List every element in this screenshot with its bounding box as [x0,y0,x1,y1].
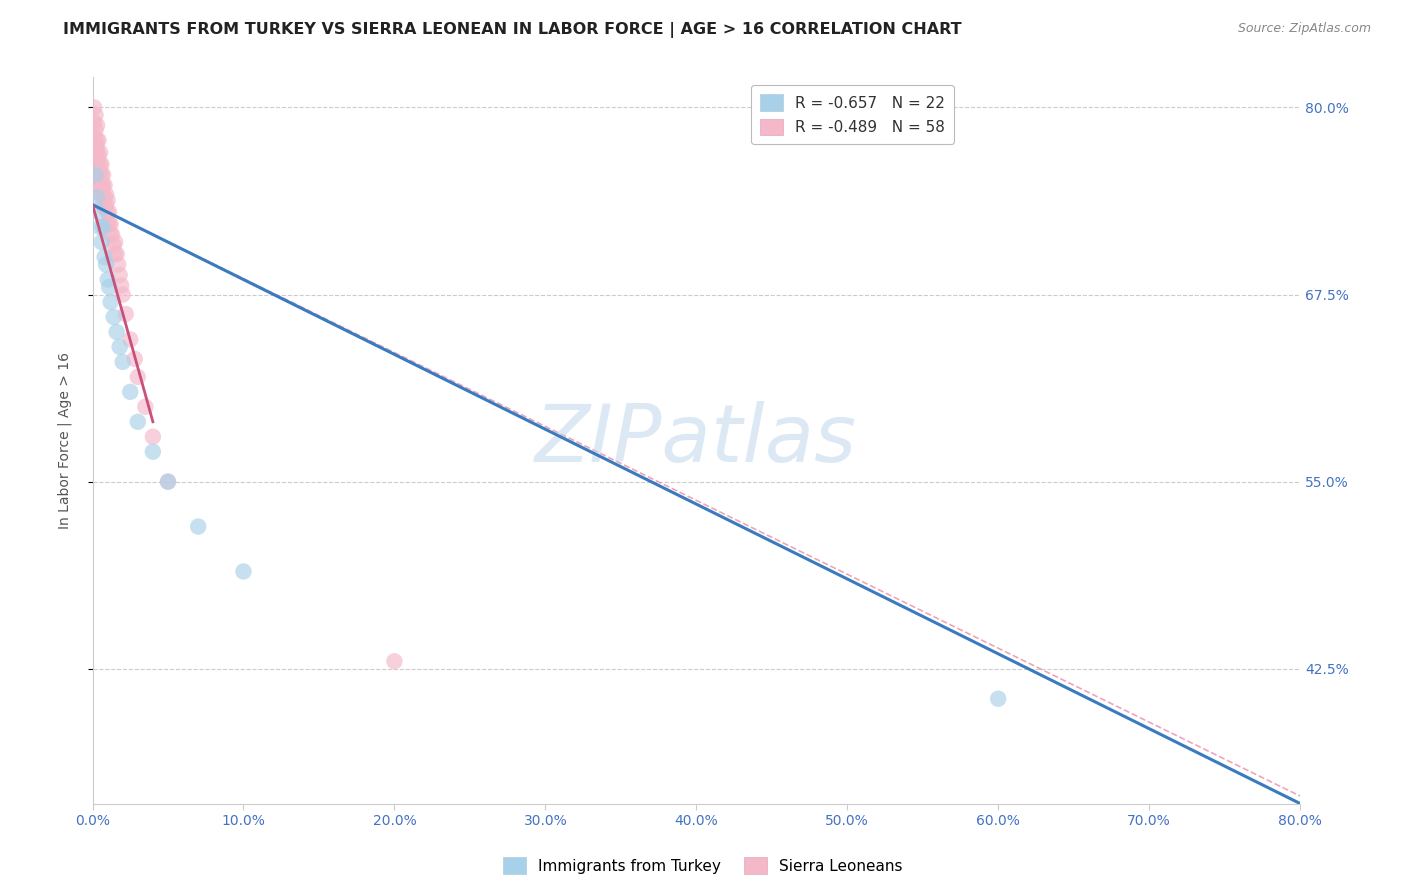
Point [93,201,115,215]
Point [97,217,120,231]
Point [86,163,108,178]
Point [86,190,108,204]
Point [87,172,110,186]
Point [120,384,142,399]
Point [97,272,120,286]
Point [83,130,105,145]
Point [91,197,114,211]
Point [89,220,111,235]
Point [90,178,112,193]
Point [100,227,122,242]
Point [84,137,107,152]
Point [84,168,107,182]
Point [84,145,107,160]
Point [87,133,110,147]
Point [100,217,122,231]
Point [108,268,131,282]
Point [987,691,1010,706]
Text: Source: ZipAtlas.com: Source: ZipAtlas.com [1237,22,1371,36]
Point [142,444,165,458]
Point [90,157,112,171]
Point [90,235,112,249]
Point [93,178,115,193]
Point [89,157,111,171]
Point [91,220,114,235]
Point [84,123,107,137]
Point [232,565,254,579]
Point [103,238,125,252]
Point [100,295,122,310]
Point [107,258,129,272]
Point [83,100,105,114]
Point [105,325,128,339]
Point [94,197,117,211]
Point [108,340,131,354]
Point [98,205,121,219]
Point [89,178,111,193]
Point [98,217,121,231]
Point [84,108,107,122]
Point [142,430,165,444]
Point [94,187,117,202]
Point [97,193,120,207]
Point [94,258,117,272]
Point [93,190,115,204]
Point [105,247,128,261]
Point [124,351,146,366]
Point [87,148,110,162]
Point [103,310,125,324]
Point [101,227,124,242]
Point [93,250,115,264]
Legend: R = -0.657   N = 22, R = -0.489   N = 58: R = -0.657 N = 22, R = -0.489 N = 58 [751,85,955,145]
Legend: Immigrants from Turkey, Sierra Leoneans: Immigrants from Turkey, Sierra Leoneans [498,851,908,880]
Point [111,355,134,369]
Point [90,168,112,182]
Point [90,187,112,202]
Point [114,307,136,321]
Point [91,187,114,202]
Point [156,475,179,489]
Point [104,247,127,261]
Point [91,178,114,193]
Point [127,369,149,384]
Point [97,205,120,219]
Point [120,333,142,347]
Point [111,287,134,301]
Point [86,133,108,147]
Point [89,145,111,160]
Point [156,475,179,489]
Point [86,153,108,167]
Point [87,161,110,175]
Point [110,278,132,293]
Point [91,168,114,182]
Point [134,400,156,414]
Point [83,115,105,129]
Point [384,654,406,668]
Point [87,205,110,219]
Point [89,187,111,202]
Point [86,142,108,156]
Point [127,415,149,429]
Text: ZIPatlas: ZIPatlas [536,401,858,480]
Point [86,119,108,133]
Y-axis label: In Labor Force | Age > 16: In Labor Force | Age > 16 [58,352,72,529]
Point [89,168,111,182]
Text: IMMIGRANTS FROM TURKEY VS SIERRA LEONEAN IN LABOR FORCE | AGE > 16 CORRELATION C: IMMIGRANTS FROM TURKEY VS SIERRA LEONEAN… [63,22,962,38]
Point [98,280,121,294]
Point [104,235,127,249]
Point [187,519,209,533]
